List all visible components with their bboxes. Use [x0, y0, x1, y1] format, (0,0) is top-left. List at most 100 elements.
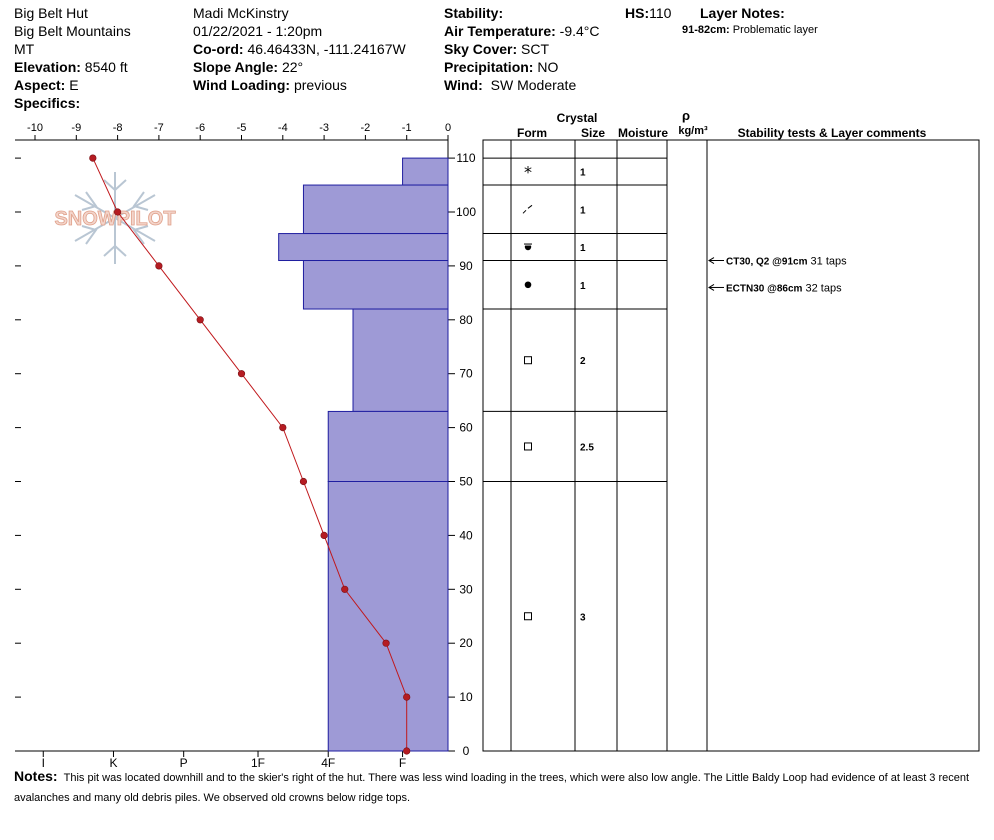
rounded-dot	[524, 281, 532, 289]
crystal-size: 2	[580, 356, 586, 367]
test-name: CT30, Q2 @91cm	[726, 257, 808, 268]
specifics-label: Specifics:	[14, 95, 81, 111]
moisture-header: Moisture	[618, 126, 668, 140]
hardness-bar	[352, 308, 449, 412]
stability-tests: CT30, Q2 @91cm 31 taps ECTN30 @86cm 32 ta…	[708, 256, 847, 294]
crystal-size: 1	[580, 243, 586, 254]
slash-part	[527, 204, 533, 209]
notes-label: Notes:	[14, 768, 58, 784]
depth-tick-label: 10	[459, 690, 473, 704]
hardness-bar	[402, 157, 449, 186]
layer-boundaries	[483, 157, 667, 482]
temperature-point	[403, 693, 411, 701]
snowflake-icon	[74, 172, 156, 264]
slope-angle: Slope Angle: 22°	[193, 58, 303, 76]
hs-label: HS:	[625, 5, 650, 21]
arrow-head-icon	[708, 284, 715, 291]
depth-tick-label: 100	[456, 205, 476, 219]
snow-height: HS:110	[625, 4, 671, 22]
temp-tick-label: -1	[402, 122, 412, 134]
crystal-header: Crystal	[557, 111, 598, 125]
air-temp-label: Air Temperature:	[444, 23, 556, 39]
layer-precip-particles-symbol: *	[524, 163, 532, 182]
wind-label: Wind:	[444, 77, 483, 93]
crystal-size: 1	[580, 168, 586, 179]
slope-label: Slope Angle:	[193, 59, 279, 75]
layer-note-text: Problematic layer	[732, 24, 818, 36]
depth-axis: 0 10 20 30 40 50 60 70 80 90 100 110	[15, 151, 476, 758]
wind-loading-value: previous	[293, 77, 347, 93]
hardness-tick-label: P	[180, 756, 188, 770]
density-unit: kg/m³	[678, 125, 708, 137]
hardness-bar	[302, 184, 449, 235]
coord-value: 46.46433N, -111.24167W	[247, 41, 406, 57]
sky-label: Sky Cover:	[444, 41, 518, 57]
hardness-tick-label: 1F	[251, 756, 265, 770]
size-header: Size	[581, 126, 605, 140]
sky-value: SCT	[521, 41, 550, 57]
slash-part	[522, 209, 527, 214]
depth-tick-label: 60	[459, 421, 473, 435]
wind-value: SW Moderate	[490, 77, 577, 93]
depth-tick-label: 40	[459, 528, 473, 542]
hardness-axis: I K P 1F 4F F	[42, 751, 406, 770]
coord-label: Co-ord:	[193, 41, 244, 57]
observer: Madi McKinstry	[193, 5, 289, 21]
snowpilot-logo: SNOWPILOT	[54, 172, 176, 264]
hardness-bars	[278, 157, 449, 752]
layer-faceted-crystals-symbol	[524, 356, 532, 365]
hardness-tick-label: I	[42, 756, 45, 770]
crystal-size: 2.5	[580, 442, 594, 453]
layer-cells: * 1 1 1 1 2 2.5 3	[522, 163, 594, 623]
arrow-head-icon	[708, 257, 715, 264]
depth-tick-label: 0	[463, 744, 470, 758]
layer-faceted-crystals-symbol	[524, 612, 532, 621]
temperature-point	[279, 424, 287, 432]
crystal-size: 3	[580, 612, 586, 623]
temperature-point	[341, 585, 349, 593]
temperature-point	[89, 154, 97, 162]
temperature-point	[155, 262, 163, 270]
precipitation: Precipitation: NO	[444, 58, 558, 76]
depth-tick-label: 90	[459, 259, 473, 273]
precip-label: Precipitation:	[444, 59, 534, 75]
asterisk-glyph: *	[524, 163, 532, 182]
hs-value: 110	[649, 5, 672, 21]
layer-note: 91-82cm: Problematic layer	[682, 24, 818, 36]
form-header: Form	[517, 126, 547, 140]
temperature-profile	[89, 154, 411, 755]
temperature-point	[403, 747, 411, 755]
stability-label: Stability:	[444, 5, 504, 21]
temp-tick-label: -10	[27, 122, 43, 134]
layer-note-range: 91-82cm:	[682, 24, 730, 36]
temp-tick-label: -5	[237, 122, 247, 134]
wind-loading-label: Wind Loading:	[193, 77, 291, 93]
stability-test-label: ECTN30 @86cm 32 taps	[726, 282, 842, 294]
wind: Wind: SW Moderate	[444, 76, 576, 94]
test-result: 31 taps	[807, 256, 847, 268]
elevation-label: Elevation:	[14, 59, 81, 75]
aspect-label: Aspect:	[14, 77, 66, 93]
layer-rounded-grains-symbol	[524, 281, 532, 289]
wind-loading: Wind Loading: previous	[193, 76, 347, 94]
state: MT	[14, 41, 35, 57]
slope-value: 22°	[281, 59, 304, 75]
crystal-size: 1	[580, 205, 586, 216]
layer-melt-freeze-crust-symbol	[524, 243, 532, 251]
temperature-point	[320, 531, 328, 540]
temp-tick-label: 0	[445, 122, 451, 134]
test-result: 32 taps	[802, 282, 842, 294]
temperature-point	[382, 639, 390, 647]
temp-tick-label: -7	[154, 122, 164, 134]
layer-table: Crystal Form Size Moisture ρ kg/m³ Stabi…	[482, 108, 980, 752]
facet-square	[524, 356, 532, 365]
crystal-size: 1	[580, 281, 586, 292]
temperature-point	[196, 316, 204, 324]
air-temperature: Air Temperature: -9.4°C	[444, 22, 600, 40]
temp-tick-label: -9	[71, 122, 81, 134]
location-name: Big Belt Hut	[14, 5, 88, 21]
layer-decomposing-fragments-symbol	[522, 204, 533, 214]
air-temp-value: -9.4°C	[559, 23, 600, 39]
temp-tick-label: -2	[361, 122, 371, 134]
